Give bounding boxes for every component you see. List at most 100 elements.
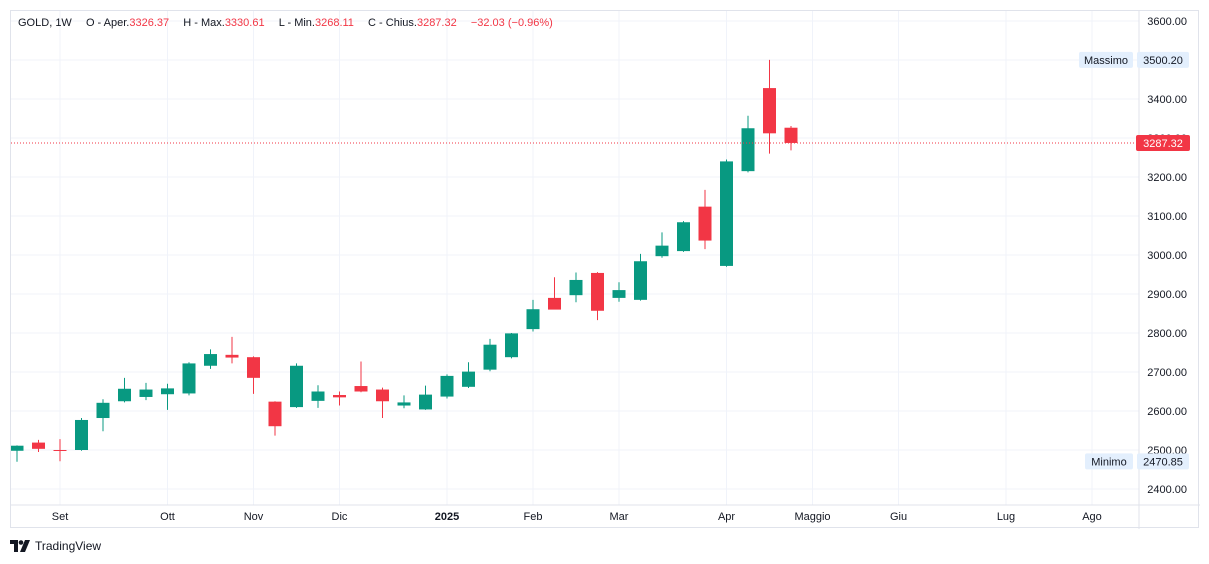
candle-body	[376, 389, 389, 402]
candle-body	[677, 222, 690, 252]
chart-frame[interactable]: 3600.003500.003400.003300.003200.003100.…	[10, 10, 1200, 529]
candle-body	[612, 290, 626, 298]
candle[interactable]	[118, 377, 131, 403]
candlestick-chart[interactable]: 3600.003500.003400.003300.003200.003100.…	[11, 11, 1200, 529]
candle-body	[784, 127, 798, 143]
max-value: 3500.20	[1143, 55, 1183, 67]
x-tick-label: Mar	[610, 511, 629, 523]
min-label: Minimo	[1091, 456, 1126, 468]
candle-body	[96, 402, 110, 419]
candle[interactable]	[397, 395, 411, 409]
candle-body	[741, 128, 755, 172]
candle-body	[505, 333, 518, 358]
ohlc-legend: GOLD, 1W O - Aper.3326.37 H - Max.3330.6…	[18, 17, 553, 29]
candle-body	[655, 245, 669, 257]
symbol-name[interactable]: GOLD	[18, 17, 50, 29]
y-tick-label: 2700.00	[1147, 367, 1187, 379]
candle-body	[419, 394, 432, 410]
candle-body	[290, 365, 303, 408]
candle[interactable]	[53, 439, 67, 462]
y-tick-label: 2900.00	[1147, 289, 1187, 301]
candle[interactable]	[634, 253, 647, 301]
candle[interactable]	[268, 401, 282, 436]
candle-body	[75, 419, 88, 450]
candle[interactable]	[741, 115, 755, 173]
candle-body	[32, 442, 45, 449]
candle[interactable]	[698, 189, 712, 250]
candle[interactable]	[505, 333, 518, 359]
candle-body	[698, 206, 712, 241]
min-label-bg	[1085, 453, 1133, 470]
candle-body	[462, 371, 475, 387]
candle[interactable]	[182, 362, 196, 396]
candle[interactable]	[763, 59, 776, 154]
last-price-label: 3287.32	[1143, 138, 1183, 150]
high-value: 3330.61	[224, 17, 265, 29]
y-tick-label: 2400.00	[1147, 484, 1187, 496]
open-value: 3326.37	[129, 17, 170, 29]
candle[interactable]	[612, 282, 626, 302]
candle-body	[225, 354, 239, 358]
candle[interactable]	[440, 374, 454, 399]
min-value: 2470.85	[1143, 456, 1183, 468]
y-tick-label: 3600.00	[1147, 16, 1187, 28]
max-label: Massimo	[1084, 55, 1128, 67]
candle[interactable]	[376, 387, 389, 419]
candle[interactable]	[720, 159, 733, 267]
candle[interactable]	[247, 356, 260, 394]
x-tick-label: Maggio	[794, 511, 830, 523]
candle-body	[440, 375, 454, 397]
price-markers: Massimo 3500.20 Minimo 2470.85 3287.32	[1079, 51, 1190, 470]
candle-body	[720, 161, 733, 266]
x-tick-label: Nov	[244, 511, 264, 523]
candle[interactable]	[784, 126, 798, 151]
candle[interactable]	[591, 272, 604, 321]
candle-body	[204, 354, 217, 366]
x-tick-label: Set	[52, 511, 69, 523]
candle[interactable]	[96, 399, 110, 432]
candle[interactable]	[225, 336, 239, 364]
candle[interactable]	[311, 385, 325, 408]
low-value: 3268.11	[314, 17, 354, 29]
candle-body	[268, 401, 282, 427]
brand-name: TradingView	[35, 539, 102, 553]
candle-body	[118, 388, 131, 402]
candle-body	[247, 357, 260, 378]
candle[interactable]	[483, 338, 497, 372]
tradingview-brand[interactable]: TradingView	[10, 539, 101, 553]
x-tick-label: Apr	[718, 511, 735, 523]
candle[interactable]	[161, 383, 174, 410]
candle[interactable]	[526, 299, 540, 332]
candle[interactable]	[290, 363, 303, 408]
max-label-bg	[1079, 51, 1133, 68]
x-tick-label: Ott	[160, 511, 175, 523]
candle[interactable]	[655, 232, 669, 258]
candle[interactable]	[419, 385, 432, 410]
candle[interactable]	[11, 445, 24, 462]
candle[interactable]	[139, 382, 153, 401]
candle-body	[354, 386, 368, 392]
x-tick-label: Dic	[332, 511, 348, 523]
candle[interactable]	[462, 362, 475, 388]
candle[interactable]	[354, 361, 368, 393]
max-value-bg	[1137, 51, 1189, 68]
candle-body	[182, 363, 196, 394]
candle[interactable]	[204, 349, 217, 369]
interval-label[interactable]: 1W	[55, 17, 72, 29]
high-label: H - Max.	[183, 17, 225, 29]
candle[interactable]	[677, 221, 690, 252]
axes: 3600.003500.003400.003300.003200.003100.…	[11, 11, 1200, 529]
y-tick-label: 2600.00	[1147, 406, 1187, 418]
candle-body	[526, 309, 540, 330]
candle[interactable]	[569, 272, 583, 303]
candle[interactable]	[548, 277, 561, 310]
candle-body	[333, 395, 346, 398]
min-value-bg	[1137, 453, 1189, 470]
x-tick-label: Giu	[890, 511, 907, 523]
candle[interactable]	[333, 391, 346, 406]
x-tick-label: Feb	[524, 511, 543, 523]
candle[interactable]	[75, 418, 88, 451]
candle[interactable]	[32, 439, 45, 452]
x-tick-label: 2025	[435, 511, 459, 523]
y-tick-label: 3400.00	[1147, 94, 1187, 106]
